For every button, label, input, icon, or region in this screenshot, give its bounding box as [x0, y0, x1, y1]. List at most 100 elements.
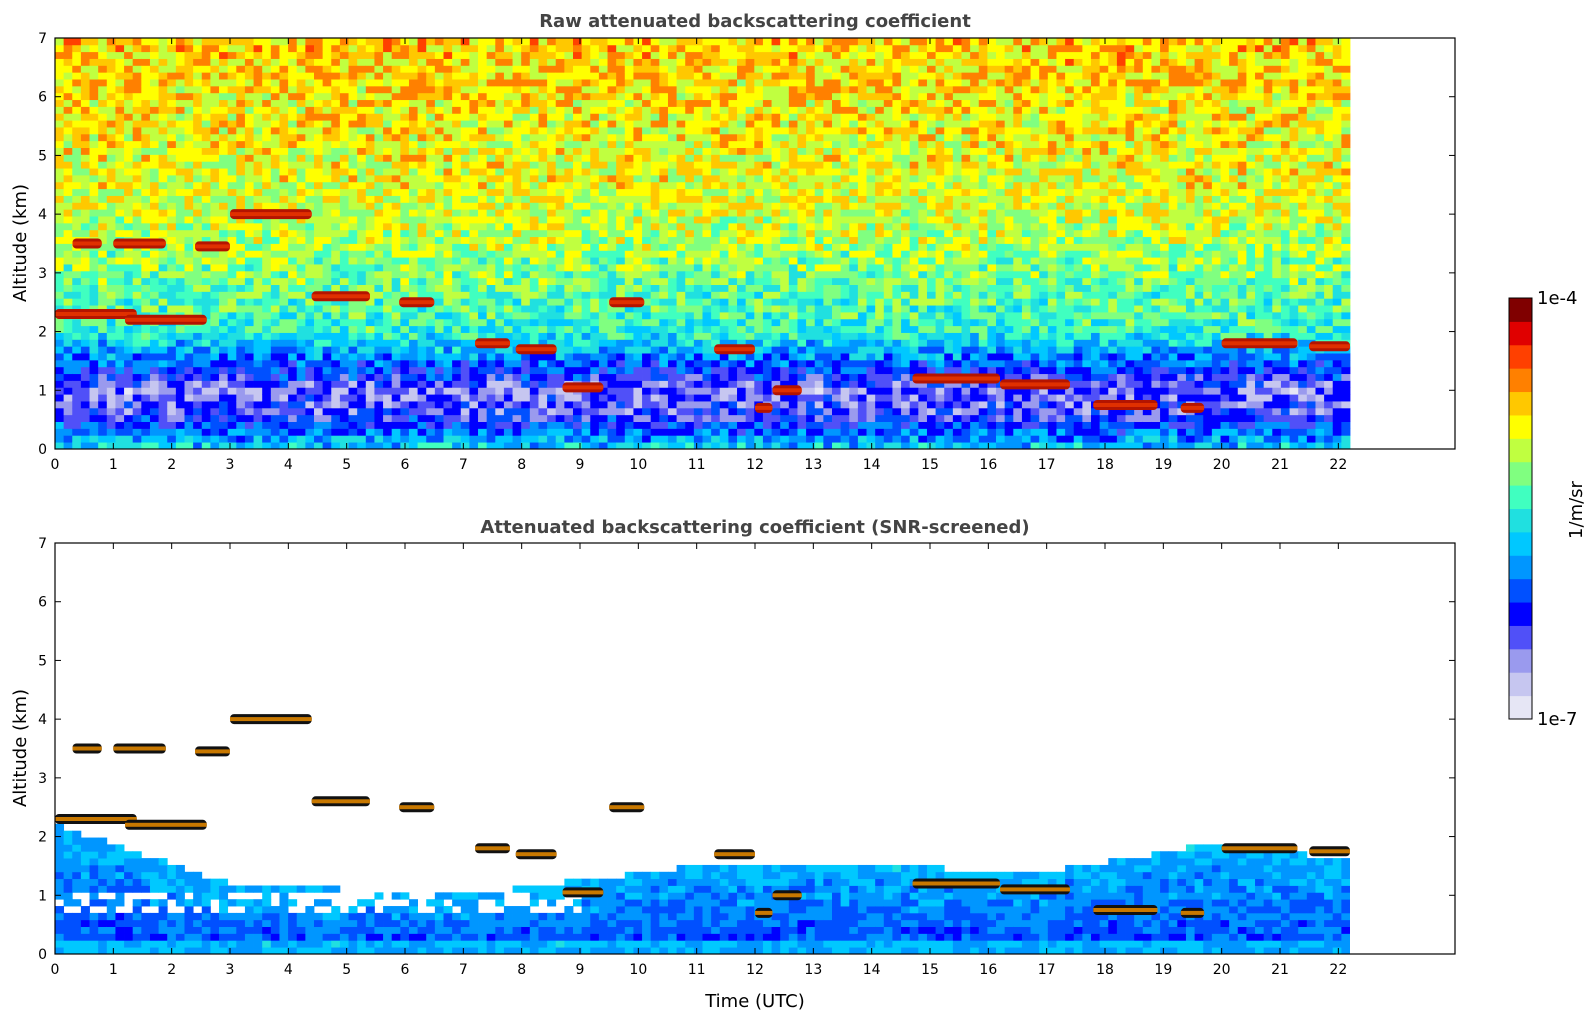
raw-heat-cell — [581, 202, 591, 210]
raw-heat-cell — [745, 257, 755, 265]
raw-heat-cell — [400, 291, 410, 299]
raw-heat-cell — [754, 339, 764, 347]
raw-heat-cell — [762, 394, 772, 402]
raw-heat-cell — [141, 65, 151, 73]
raw-heat-cell — [141, 373, 151, 381]
raw-heat-cell — [486, 318, 496, 327]
raw-heat-cell — [521, 175, 531, 183]
raw-heat-cell — [374, 339, 384, 347]
raw-heat-cell — [167, 414, 177, 422]
raw-heat-cell — [538, 236, 548, 244]
raw-heat-cell — [279, 305, 289, 313]
raw-heat-cell — [201, 58, 211, 66]
raw-heat-cell — [124, 79, 134, 87]
raw-heat-cell — [236, 318, 246, 327]
raw-heat-cell — [175, 373, 185, 381]
raw-heat-cell — [486, 106, 496, 114]
raw-heat-cell — [702, 339, 712, 347]
raw-heat-cell — [598, 44, 608, 53]
raw-heat-cell — [253, 250, 263, 258]
raw-heat-cell — [478, 161, 488, 169]
raw-heat-cell — [288, 291, 298, 299]
raw-heat-cell — [141, 72, 151, 80]
raw-heat-cell — [737, 359, 747, 368]
raw-heat-cell — [478, 401, 488, 409]
raw-heat-cell — [115, 133, 125, 142]
raw-heat-cell — [702, 305, 712, 313]
raw-heat-cell — [331, 120, 341, 128]
raw-heat-cell — [555, 270, 565, 279]
raw-heat-cell — [383, 332, 393, 340]
raw-heat-cell — [89, 85, 99, 94]
raw-heat-cell — [762, 85, 772, 94]
raw-heat-cell — [106, 188, 116, 196]
raw-heat-cell — [365, 113, 375, 121]
raw-heat-cell — [339, 250, 349, 258]
raw-heat-cell — [106, 325, 116, 333]
raw-heat-cell — [106, 353, 116, 361]
raw-heat-cell — [158, 305, 168, 313]
raw-heat-cell — [63, 65, 73, 73]
raw-heat-cell — [219, 120, 229, 128]
raw-heat-cell — [80, 332, 90, 340]
raw-heat-cell — [408, 277, 418, 285]
raw-heat-cell — [322, 387, 332, 395]
raw-heat-cell — [460, 250, 470, 258]
raw-heat-cell — [469, 387, 479, 395]
raw-heat-cell — [607, 147, 617, 155]
raw-heat-cell — [184, 332, 194, 340]
raw-heat-cell — [227, 428, 237, 436]
raw-heat-cell — [754, 257, 764, 265]
raw-heat-cell — [650, 442, 660, 449]
raw-heat-cell — [296, 264, 306, 272]
raw-heat-cell — [434, 127, 444, 135]
raw-heat-cell — [296, 257, 306, 265]
raw-heat-cell — [573, 85, 583, 94]
raw-heat-cell — [650, 291, 660, 299]
raw-heat-cell — [89, 175, 99, 183]
raw-heat-cell — [745, 250, 755, 258]
raw-heat-cell — [106, 99, 116, 107]
raw-heat-cell — [486, 79, 496, 87]
raw-heat-cell — [676, 421, 686, 429]
raw-heat-cell — [495, 168, 505, 176]
raw-heat-cell — [106, 51, 116, 59]
raw-heat-cell — [227, 366, 237, 375]
raw-heat-cell — [486, 435, 496, 443]
raw-heat-cell — [555, 332, 565, 340]
raw-heat-cell — [426, 325, 436, 333]
raw-heat-cell — [322, 414, 332, 422]
raw-heat-cell — [512, 44, 522, 53]
raw-heat-cell — [374, 168, 384, 176]
raw-heat-cell — [607, 284, 617, 292]
raw-heat-cell — [667, 229, 677, 238]
raw-heat-cell — [417, 339, 427, 347]
raw-heat-cell — [417, 113, 427, 121]
raw-heat-cell — [676, 168, 686, 176]
raw-heat-cell — [719, 394, 729, 402]
raw-heat-cell — [659, 154, 669, 162]
raw-heat-cell — [365, 161, 375, 169]
raw-heat-cell — [124, 222, 134, 231]
raw-heat-cell — [512, 133, 522, 142]
raw-heat-cell — [702, 120, 712, 128]
raw-heat-cell — [210, 65, 220, 73]
raw-heat-cell — [443, 120, 453, 128]
raw-heat-cell — [711, 209, 721, 217]
raw-heat-cell — [219, 284, 229, 292]
raw-heat-cell — [175, 401, 185, 409]
raw-heat-cell — [737, 270, 747, 279]
raw-heat-cell — [357, 99, 367, 107]
raw-heat-cell — [106, 216, 116, 224]
raw-heat-cell — [745, 222, 755, 231]
raw-heat-cell — [210, 284, 220, 292]
raw-heat-cell — [555, 168, 565, 176]
raw-heat-cell — [210, 229, 220, 238]
raw-heat-cell — [452, 435, 462, 443]
raw-heat-cell — [564, 133, 574, 142]
raw-heat-cell — [624, 195, 634, 203]
raw-heat-cell — [331, 229, 341, 238]
raw-heat-cell — [408, 435, 418, 443]
raw-heat-cell — [244, 325, 254, 333]
raw-heat-cell — [754, 154, 764, 162]
